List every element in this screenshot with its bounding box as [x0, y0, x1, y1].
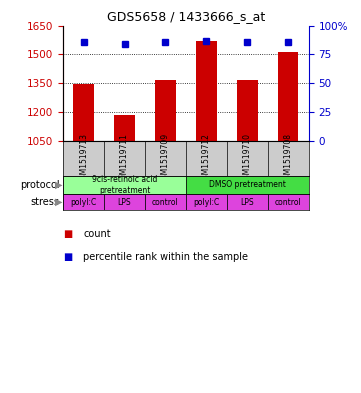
Bar	[145, 194, 186, 210]
Bar	[278, 51, 299, 141]
Bar	[237, 81, 257, 141]
Text: count: count	[83, 229, 111, 239]
Text: 9cis-retinoic acid
pretreatment: 9cis-retinoic acid pretreatment	[92, 175, 157, 195]
Bar	[114, 115, 135, 141]
Bar	[268, 194, 309, 210]
Text: ■: ■	[63, 252, 73, 263]
Text: GSM1519711: GSM1519711	[120, 133, 129, 184]
Text: stress: stress	[31, 197, 60, 207]
Bar	[196, 41, 217, 141]
Text: control: control	[275, 198, 301, 207]
Text: polyI:C: polyI:C	[70, 198, 97, 207]
Bar	[227, 194, 268, 210]
Bar	[63, 194, 104, 210]
Text: percentile rank within the sample: percentile rank within the sample	[83, 252, 248, 263]
Text: LPS: LPS	[118, 198, 131, 207]
Text: GSM1519713: GSM1519713	[79, 133, 88, 184]
Text: ▶: ▶	[55, 180, 63, 190]
Bar	[63, 176, 186, 194]
Text: ▶: ▶	[55, 197, 63, 207]
Bar	[186, 176, 309, 194]
Bar	[186, 194, 227, 210]
Text: polyI:C: polyI:C	[193, 198, 219, 207]
Text: GSM1519709: GSM1519709	[161, 133, 170, 184]
Bar	[104, 194, 145, 210]
Bar	[155, 80, 176, 141]
Text: GSM1519712: GSM1519712	[202, 133, 211, 184]
Title: GDS5658 / 1433666_s_at: GDS5658 / 1433666_s_at	[107, 10, 265, 23]
Text: ■: ■	[63, 229, 73, 239]
Text: protocol: protocol	[20, 180, 60, 190]
Text: LPS: LPS	[240, 198, 254, 207]
Text: control: control	[152, 198, 179, 207]
Text: GSM1519710: GSM1519710	[243, 133, 252, 184]
Text: GSM1519708: GSM1519708	[284, 133, 293, 184]
Bar	[73, 84, 94, 141]
Text: DMSO pretreatment: DMSO pretreatment	[209, 180, 286, 189]
